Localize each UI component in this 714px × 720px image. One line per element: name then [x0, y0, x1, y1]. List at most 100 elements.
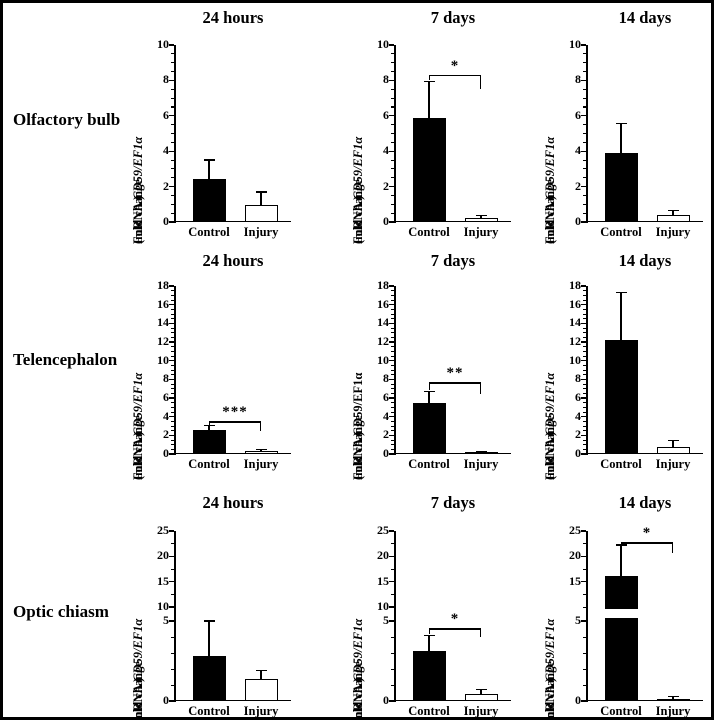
tick-label: 8: [163, 371, 169, 386]
minor-tick: [391, 636, 395, 638]
error-bar: [260, 670, 262, 679]
minor-tick: [171, 652, 175, 654]
y-axis-label: Fold change (mRNA CD59/EF1α): [131, 506, 161, 717]
minor-tick: [583, 88, 587, 90]
minor-tick: [583, 364, 587, 366]
minor-tick: [171, 141, 175, 143]
minor-tick: [583, 313, 587, 315]
minor-tick: [583, 593, 587, 595]
sig-bracket-left-tick: [621, 542, 623, 551]
x-tick-label: Control: [408, 704, 450, 718]
major-tick: [169, 700, 175, 702]
chart-title: 7 days: [430, 8, 476, 27]
minor-tick: [171, 684, 175, 686]
minor-tick: [391, 88, 395, 90]
bar-injury: [464, 452, 498, 455]
minor-tick: [583, 684, 587, 686]
tick-label: 20: [157, 548, 169, 563]
error-bar-cap: [255, 669, 267, 672]
tick-label: 12: [377, 334, 389, 348]
minor-tick: [391, 543, 395, 545]
minor-tick: [583, 543, 587, 545]
bar-control: [412, 651, 446, 701]
y-axis-label-line2: (mRNA CD59/EF1α): [351, 136, 365, 244]
bar-injury: [656, 214, 690, 222]
minor-tick: [391, 439, 395, 441]
plot-area: 0 2 4 6 8 10 12 14 16 18 Fold change (mRNA CD59/EF1…: [351, 278, 511, 480]
minor-tick: [391, 593, 395, 595]
minor-tick: [583, 332, 587, 334]
minor-tick: [171, 420, 175, 422]
major-tick: [389, 303, 395, 306]
minor-tick: [171, 383, 175, 385]
error-bar-cap: [255, 191, 267, 193]
tick-label: 10: [377, 352, 389, 367]
minor-tick: [171, 53, 175, 55]
major-tick: [389, 580, 395, 583]
major-tick: [581, 341, 587, 343]
minor-tick: [583, 141, 587, 143]
tick-label: 12: [157, 334, 169, 348]
major-tick: [389, 434, 395, 437]
minor-tick: [171, 88, 175, 90]
error-bar-cap: [615, 123, 627, 125]
tick-label: 10: [157, 352, 169, 367]
error-bar-cap: [203, 620, 215, 622]
minor-tick: [171, 336, 175, 338]
minor-tick: [583, 606, 587, 608]
minor-tick: [391, 364, 395, 366]
minor-tick: [171, 593, 175, 595]
minor-tick: [391, 294, 395, 296]
bar-injury: [656, 699, 690, 702]
minor-tick: [583, 402, 587, 404]
minor-tick: [391, 652, 395, 654]
y-axis-label-line2: (mRNA CD59/EF1α): [543, 136, 557, 244]
major-tick: [581, 530, 587, 532]
major-tick: [389, 79, 395, 82]
major-tick: [389, 606, 395, 608]
gene-name: CD59/EF1α: [543, 372, 557, 436]
sig-bracket-left-tick: [429, 628, 431, 635]
major-tick: [581, 415, 587, 418]
major-tick: [581, 79, 587, 82]
tick-label: 16: [157, 296, 169, 311]
sig-label: *: [642, 525, 652, 542]
error-bar-cap: [475, 215, 487, 217]
tick-label: 15: [569, 573, 581, 588]
y-axis-line: [586, 530, 588, 702]
sig-bracket-right-tick: [479, 382, 481, 395]
minor-tick: [171, 313, 175, 315]
minor-tick: [171, 133, 175, 135]
error-bar: [208, 160, 210, 179]
minor-tick: [583, 448, 587, 450]
tick-label: 15: [157, 573, 169, 588]
minor-tick: [391, 194, 395, 197]
minor-tick: [583, 106, 587, 108]
sig-bracket: [621, 542, 673, 544]
x-axis-line: [394, 220, 511, 223]
minor-tick: [583, 53, 587, 55]
plot-area: 0 5 15 20 25 Fold change (mRNA CD59/EF1α) Contr…: [543, 523, 703, 717]
bar-control: [604, 152, 638, 222]
major-tick: [169, 44, 175, 46]
major-tick: [389, 453, 395, 455]
x-tick-label: Control: [600, 457, 642, 471]
major-tick: [169, 415, 175, 418]
tick-label: 0: [163, 693, 169, 707]
tick-label: 6: [575, 390, 581, 404]
tick-label: 6: [163, 107, 169, 122]
bar-injury: [244, 205, 278, 222]
x-axis-line: [174, 220, 291, 223]
x-tick-label: Control: [408, 225, 450, 239]
major-tick: [581, 434, 587, 437]
sig-bracket: [429, 628, 481, 630]
sig-bracket-right-tick: [479, 75, 481, 90]
error-bar: [672, 696, 674, 700]
x-tick-label: Injury: [655, 704, 691, 718]
tick-label: 10: [569, 37, 581, 51]
minor-tick: [583, 444, 587, 446]
sig-bracket-right-tick: [479, 628, 481, 638]
minor-tick: [171, 299, 175, 301]
bar-injury: [656, 447, 690, 454]
minor-tick: [391, 355, 395, 357]
